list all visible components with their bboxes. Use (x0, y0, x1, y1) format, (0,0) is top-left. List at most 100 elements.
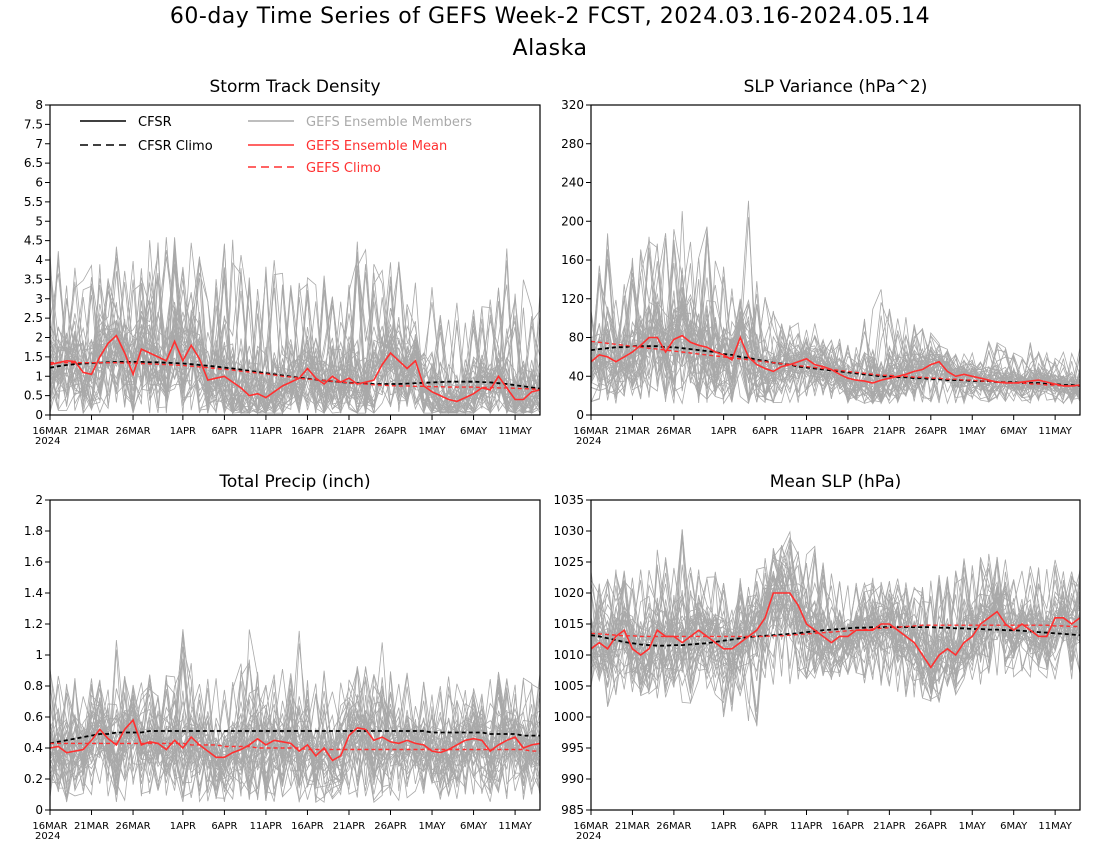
total-precip-xtick-label: 21APR (333, 821, 366, 832)
total-precip-xtick-label: 16APR (291, 821, 324, 832)
slp-variance-xtick-year: 2024 (576, 436, 601, 447)
mean-slp-cfsr-climo-line (591, 626, 1080, 647)
storm-track-density-ytick-label: 6.5 (24, 156, 43, 170)
storm-track-density-xtick-year: 2024 (35, 436, 60, 447)
storm-track-density-title: Storm Track Density (209, 77, 380, 97)
slp-variance-cfsr-climo-line (591, 345, 1080, 387)
total-precip-ytick-label: 0.2 (24, 772, 43, 786)
storm-track-density-ytick-label: 7 (35, 137, 43, 151)
legend-gefs-climo-label: GEFS Climo (306, 161, 381, 176)
slp-variance-title: SLP Variance (hPa^2) (744, 77, 928, 97)
mean-slp-ytick-label: 1005 (553, 679, 584, 693)
storm-track-density-xtick-label: 21MAR (74, 426, 109, 437)
total-precip-member-line (50, 679, 540, 796)
slp-variance-ytick-label: 120 (561, 292, 584, 306)
total-precip-xtick-label: 11MAY (498, 821, 532, 832)
mean-slp-ytick-label: 1025 (553, 555, 584, 569)
slp-variance-ytick-label: 200 (561, 214, 584, 228)
total-precip-xtick-label: 1APR (170, 821, 196, 832)
total-precip-ytick-label: 0.8 (24, 679, 43, 693)
mean-slp-xtick-label: 11MAY (1038, 821, 1072, 832)
storm-track-density-ytick-label: 5 (35, 214, 43, 228)
storm-track-density-xtick-label: 11APR (250, 426, 283, 437)
storm-track-density-xtick-label: 6MAY (460, 426, 488, 437)
slp-variance-xtick-label: 6APR (752, 426, 778, 437)
total-precip-ytick-label: 0.6 (24, 710, 43, 724)
slp-variance-xtick-label: 16APR (832, 426, 865, 437)
storm-track-density-xtick-label: 21APR (333, 426, 366, 437)
total-precip-panel: Total Precip (inch) 0 0.2 0.4 0.6 0.8 1 1.2 1.4 1… (24, 472, 541, 842)
storm-track-density-xtick-label: 26MAR (115, 426, 150, 437)
storm-track-density-ytick-label: 2 (35, 331, 43, 345)
total-precip-xtick-label: 11APR (250, 821, 283, 832)
mean-slp-member-line (591, 564, 1080, 704)
mean-slp-member-line (591, 529, 1080, 722)
storm-track-density-ytick-label: 5.5 (24, 195, 43, 209)
slp-variance-member-line (591, 324, 1080, 404)
mean-slp-xtick-label: 26MAR (656, 821, 691, 832)
total-precip-xtick-label: 6APR (211, 821, 237, 832)
slp-variance-member-line (591, 233, 1080, 403)
total-precip-title: Total Precip (inch) (218, 472, 370, 492)
slp-variance-ytick-label: 240 (561, 176, 584, 190)
figure-subtitle: Alaska (512, 36, 588, 61)
storm-track-density-xtick-label: 26APR (374, 426, 407, 437)
total-precip-member-line (50, 672, 540, 791)
total-precip-ytick-label: 1.8 (24, 524, 43, 538)
mean-slp-xtick-year: 2024 (576, 831, 601, 842)
mean-slp-ytick-label: 985 (561, 803, 584, 817)
slp-variance-member-line (591, 249, 1080, 403)
mean-slp-xtick-label: 21APR (873, 821, 906, 832)
slp-variance-xtick-label: 11MAY (1038, 426, 1072, 437)
mean-slp-xtick-label: 16MAR (573, 821, 608, 832)
mean-slp-ytick-label: 1020 (553, 586, 584, 600)
storm-track-density-ytick-label: 0 (35, 408, 43, 422)
storm-track-density-gefs-climo-line (50, 362, 540, 391)
total-precip-member-line (50, 668, 540, 794)
storm-track-density-ensemble-members (50, 237, 540, 415)
storm-track-density-ytick-label: 1.5 (24, 350, 43, 364)
storm-track-density-ytick-label: 8 (35, 98, 43, 112)
mean-slp-panel: Mean SLP (hPa) 985 990 995 1000 1005 1010 1015 1… (553, 472, 1081, 842)
total-precip-xtick-label: 1MAY (418, 821, 446, 832)
storm-track-density-ytick-label: 7.5 (24, 117, 43, 131)
slp-variance-ytick-label: 280 (561, 137, 584, 151)
total-precip-ytick-label: 0 (35, 803, 43, 817)
total-precip-ytick-label: 0.4 (24, 741, 43, 755)
slp-variance-ytick-label: 160 (561, 253, 584, 267)
mean-slp-member-line (591, 543, 1080, 688)
total-precip-ytick-label: 1.4 (24, 586, 43, 600)
slp-variance-xtick-label: 16MAR (573, 426, 608, 437)
mean-slp-ytick-label: 1035 (553, 493, 584, 507)
total-precip-cfsr-climo-line (50, 730, 540, 745)
mean-slp-xtick-label: 1APR (711, 821, 737, 832)
slp-variance-panel: SLP Variance (hPa^2) 0 40 80 120 160 200 240 280… (561, 77, 1081, 447)
mean-slp-member-line (591, 549, 1080, 727)
slp-variance-member-line (591, 276, 1080, 399)
mean-slp-xtick-label: 26APR (915, 821, 948, 832)
storm-track-density-ytick-label: 2.5 (24, 311, 43, 325)
storm-track-density-ytick-label: 3.5 (24, 272, 43, 286)
legend-gefs-members-label: GEFS Ensemble Members (306, 115, 472, 130)
total-precip-ensemble-mean-line (50, 718, 540, 762)
storm-track-density-ensemble-mean-line (50, 334, 540, 403)
total-precip-ensemble-members (50, 629, 540, 804)
figure-title: 60-day Time Series of GEFS Week-2 FCST, … (169, 4, 931, 29)
mean-slp-ensemble-mean-line (591, 592, 1080, 669)
slp-variance-member-line (591, 267, 1080, 405)
storm-track-density-xtick-label: 16APR (291, 426, 324, 437)
storm-track-density-xtick-label: 1MAY (418, 426, 446, 437)
storm-track-density-member-line (50, 242, 540, 415)
storm-track-density-ytick-label: 4 (35, 253, 43, 267)
storm-track-density-ytick-label: 6 (35, 176, 43, 190)
slp-variance-member-line (591, 238, 1080, 399)
storm-track-density-xtick-label: 1APR (170, 426, 196, 437)
storm-track-density-member-line (50, 262, 540, 414)
storm-track-density-ytick-label: 3 (35, 292, 43, 306)
slp-variance-xtick-label: 21MAR (615, 426, 650, 437)
storm-track-density-member-line (50, 271, 540, 415)
mean-slp-xtick-label: 6MAY (1000, 821, 1028, 832)
slp-variance-xtick-label: 21APR (873, 426, 906, 437)
storm-track-density-xtick-label: 16MAR (32, 426, 67, 437)
